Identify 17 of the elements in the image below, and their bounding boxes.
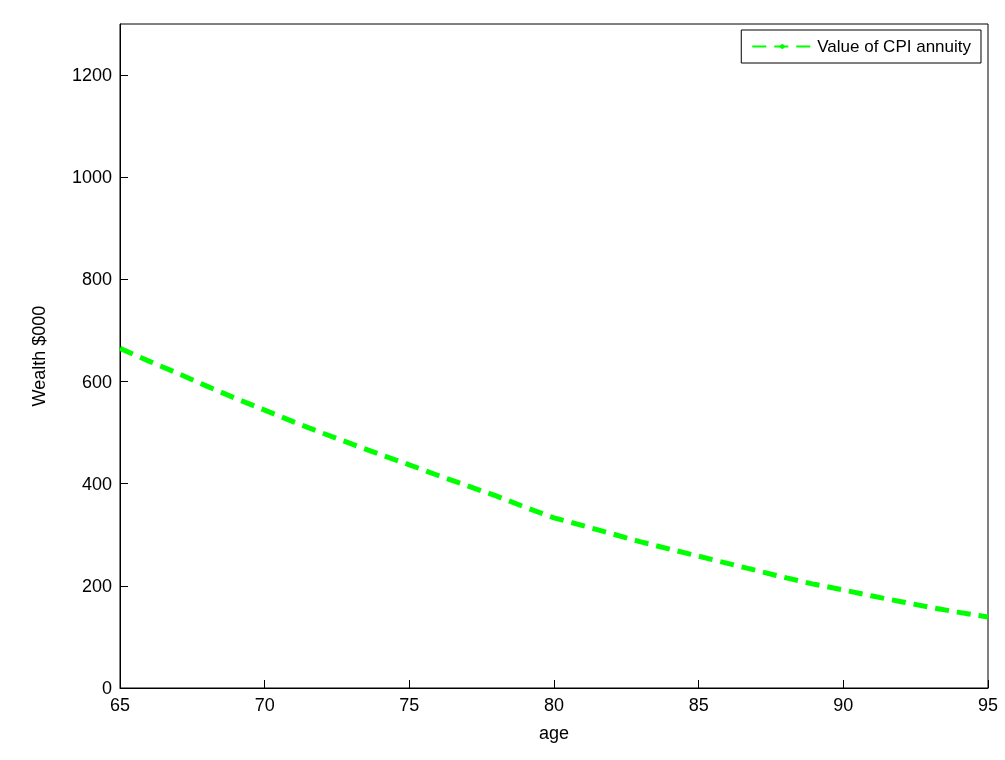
x-tick-label: 90 [833, 695, 854, 715]
x-tick-label: 70 [254, 695, 275, 715]
x-tick-label: 80 [543, 695, 565, 715]
y-tick-label: 200 [81, 575, 112, 596]
y-axis-title: Wealth $000 [29, 305, 49, 407]
y-tick-label: 0 [101, 678, 112, 698]
x-tick-label: 75 [399, 695, 420, 715]
x-tick-label: 95 [977, 695, 999, 715]
x-tick-label: 85 [688, 695, 709, 715]
y-tick-label: 1000 [71, 167, 112, 188]
x-axis-title: age [538, 723, 570, 743]
y-tick-label: 400 [81, 473, 112, 494]
legend-label: Value of CPI annuity [817, 37, 972, 56]
y-tick-label: 600 [81, 371, 112, 392]
y-tick-label: 800 [81, 269, 112, 290]
x-tick-label: 65 [109, 695, 131, 715]
y-tick-label: 1200 [71, 65, 112, 86]
